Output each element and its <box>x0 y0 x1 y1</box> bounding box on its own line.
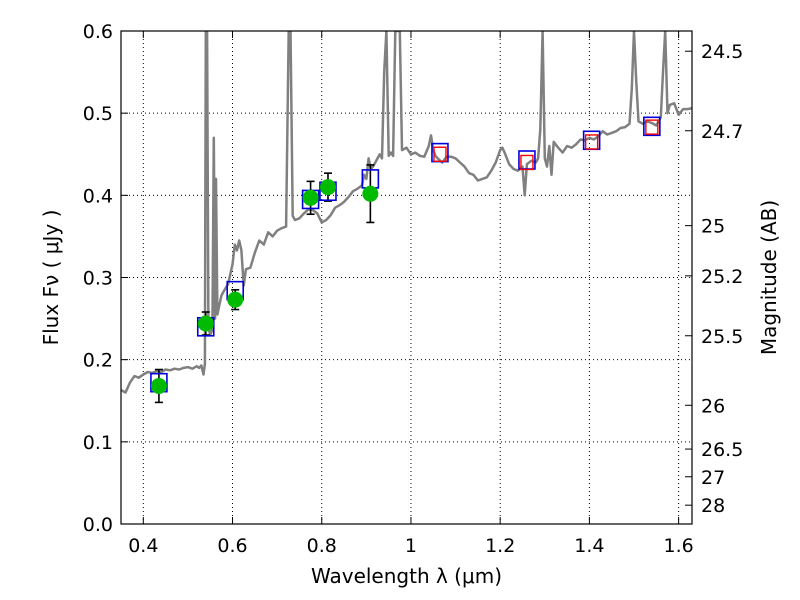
x-tick-label: 0.6 <box>217 535 247 557</box>
observed-point <box>227 291 244 308</box>
x-tick-label: 0.8 <box>307 535 337 557</box>
inner-photometry-box <box>520 154 534 171</box>
y-axis-title-left: Flux Fν ( μJy ) <box>39 210 63 346</box>
observed-point <box>319 179 336 196</box>
right-tick-labels: 24.5 24.7 25 25.2 25.5 26 26.5 27 28 <box>701 41 743 517</box>
x-tick-label: 1.6 <box>664 535 694 557</box>
x-axis-title: Wavelength λ (μm) <box>311 564 502 588</box>
y-tick-labels: 0.0 0.1 0.2 0.3 0.4 0.5 0.6 <box>83 21 113 536</box>
axis-ticks <box>121 30 692 525</box>
model-spectrum-line <box>121 31 692 394</box>
x-tick-labels: 0.4 0.6 0.8 1 1.2 1.4 1.6 <box>128 535 694 557</box>
x-tick-label: 0.4 <box>128 535 158 557</box>
y-axis-title-right: Magnitude (AB) <box>757 200 781 355</box>
right-tick-label: 24.7 <box>701 121 743 143</box>
observed-point <box>362 185 379 202</box>
right-tick-label: 26 <box>701 395 725 417</box>
y-tick-label: 0.2 <box>83 350 113 372</box>
right-tick-label: 25.5 <box>701 326 743 348</box>
x-tick-label: 1.4 <box>574 535 604 557</box>
right-tick-label: 24.5 <box>701 41 743 63</box>
observed-point <box>150 377 167 394</box>
y-tick-label: 0.3 <box>83 268 113 290</box>
inner-photometry-box <box>433 146 447 162</box>
observed-point <box>197 315 214 332</box>
right-tick-label: 28 <box>701 495 725 517</box>
y-tick-label: 0.1 <box>83 432 113 454</box>
inner-photometry-box <box>645 119 659 135</box>
y-tick-label: 0.0 <box>83 514 113 536</box>
y-tick-label: 0.6 <box>83 21 113 43</box>
right-tick-label: 25 <box>701 216 725 238</box>
model-photometry-box <box>643 116 661 137</box>
right-tick-label: 26.5 <box>701 439 743 461</box>
right-tick-label: 25.2 <box>701 266 743 288</box>
x-tick-label: 1 <box>405 535 417 557</box>
photometry-box-layer <box>150 116 661 393</box>
model-spectrum-layer <box>121 31 692 394</box>
right-tick-label: 27 <box>701 467 725 489</box>
y-tick-label: 0.4 <box>83 185 113 207</box>
inner-photometry-box <box>584 134 599 150</box>
observed-point <box>302 189 319 206</box>
x-tick-label: 1.2 <box>485 535 515 557</box>
observed-point-layer <box>150 179 379 394</box>
y-tick-label: 0.5 <box>83 103 113 125</box>
